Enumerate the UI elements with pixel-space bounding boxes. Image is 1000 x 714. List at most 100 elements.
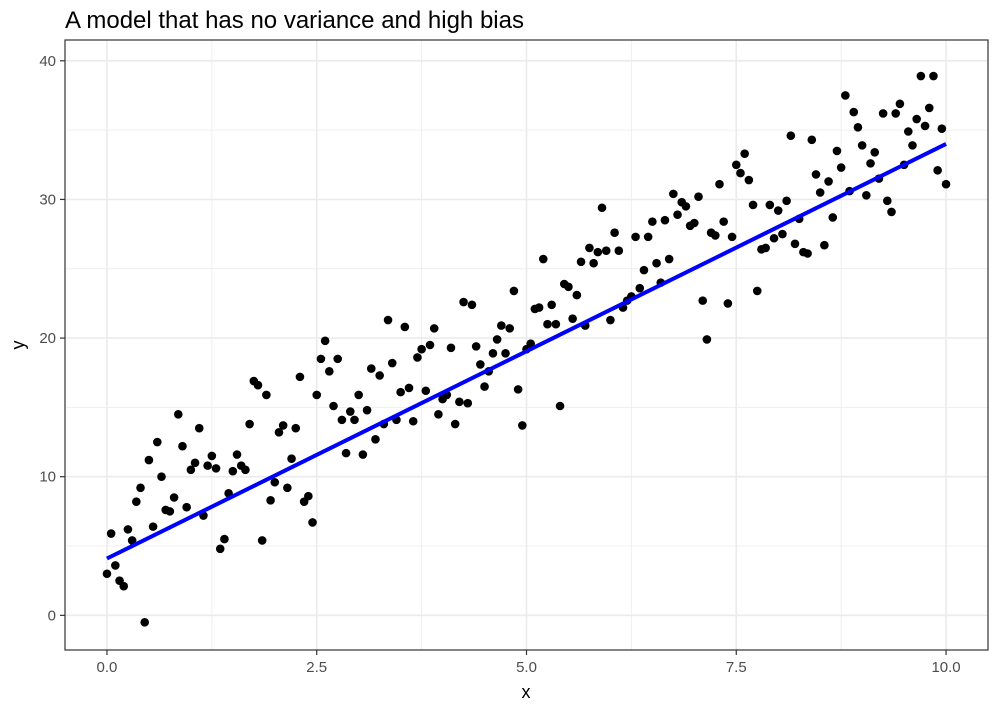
- data-point: [748, 200, 758, 210]
- x-tick-label: 0.0: [97, 659, 118, 676]
- data-point: [773, 206, 783, 215]
- data-point: [698, 296, 708, 305]
- data-point: [413, 353, 422, 362]
- data-point: [350, 415, 359, 425]
- data-point: [597, 203, 607, 213]
- data-point: [492, 335, 502, 344]
- data-point: [111, 561, 120, 570]
- data-point: [862, 190, 871, 200]
- data-point: [211, 464, 221, 473]
- data-point: [476, 360, 485, 369]
- data-point: [425, 340, 435, 350]
- data-point: [832, 146, 842, 156]
- data-point: [908, 141, 917, 150]
- data-point: [144, 455, 154, 465]
- data-point: [518, 421, 527, 430]
- data-point: [375, 371, 384, 380]
- data-point: [295, 372, 305, 382]
- data-point: [207, 451, 217, 461]
- data-point: [316, 354, 326, 364]
- data-point: [870, 147, 880, 157]
- x-tick-label: 5.0: [516, 659, 537, 676]
- data-point: [173, 410, 183, 419]
- data-point: [186, 465, 196, 475]
- data-point: [547, 300, 556, 310]
- y-tick-label: 20: [39, 330, 56, 347]
- data-point: [325, 367, 334, 376]
- data-point: [408, 416, 418, 426]
- data-point: [396, 387, 405, 397]
- data-point: [887, 207, 896, 217]
- data-point: [648, 217, 657, 226]
- data-point: [291, 423, 301, 433]
- data-point: [102, 569, 112, 579]
- data-point: [404, 383, 414, 393]
- data-point: [778, 229, 787, 239]
- data-point: [857, 141, 867, 150]
- data-point: [585, 243, 594, 253]
- data-point: [782, 196, 791, 206]
- x-tick-label: 2.5: [306, 659, 327, 676]
- data-point: [194, 423, 204, 433]
- data-point: [723, 299, 733, 308]
- data-point: [262, 390, 271, 400]
- data-point: [505, 324, 515, 333]
- data-point: [450, 419, 460, 429]
- data-point: [593, 247, 603, 257]
- data-point: [769, 233, 779, 243]
- data-point: [274, 428, 284, 437]
- data-point: [106, 529, 116, 538]
- x-axis-title: x: [522, 682, 531, 702]
- data-point: [920, 121, 930, 131]
- data-point: [589, 258, 598, 268]
- data-point: [715, 179, 724, 189]
- data-point: [253, 380, 263, 390]
- data-point: [266, 495, 275, 505]
- data-point: [178, 441, 187, 451]
- data-point: [467, 300, 477, 310]
- data-point: [815, 188, 825, 197]
- data-point: [283, 483, 292, 493]
- data-point: [123, 525, 133, 534]
- data-point: [169, 493, 179, 502]
- data-point: [941, 179, 951, 189]
- data-point: [635, 283, 645, 293]
- data-point: [446, 343, 456, 353]
- data-point: [820, 240, 829, 250]
- y-tick-label: 10: [39, 469, 56, 486]
- data-point: [912, 114, 921, 124]
- chart-title: A model that has no variance and high bi…: [65, 7, 524, 34]
- data-point: [509, 286, 519, 296]
- data-point: [568, 314, 577, 323]
- data-point: [215, 544, 225, 554]
- data-point: [891, 109, 900, 118]
- data-point: [480, 382, 489, 391]
- data-point: [526, 339, 535, 348]
- data-point: [601, 246, 611, 256]
- data-point: [639, 265, 649, 275]
- data-point: [228, 466, 238, 476]
- data-point: [354, 390, 363, 400]
- data-point: [895, 99, 905, 109]
- data-point: [841, 91, 850, 100]
- data-point: [610, 228, 619, 238]
- data-point: [471, 342, 481, 351]
- data-point: [278, 421, 288, 430]
- data-point: [190, 458, 200, 468]
- data-point: [538, 254, 548, 264]
- data-point: [329, 401, 338, 411]
- data-point: [572, 290, 582, 300]
- data-point: [690, 218, 699, 228]
- data-point: [719, 217, 728, 226]
- data-point: [849, 107, 859, 117]
- data-point: [534, 303, 544, 312]
- data-point: [140, 617, 150, 627]
- data-point: [320, 336, 330, 346]
- data-point: [807, 135, 817, 145]
- x-axis-ticks: 0.0 2.5 5.0 7.5 10.0: [97, 650, 961, 676]
- y-tick-label: 0: [48, 607, 56, 624]
- data-point: [731, 160, 741, 170]
- data-point: [232, 450, 242, 459]
- data-point: [153, 437, 162, 447]
